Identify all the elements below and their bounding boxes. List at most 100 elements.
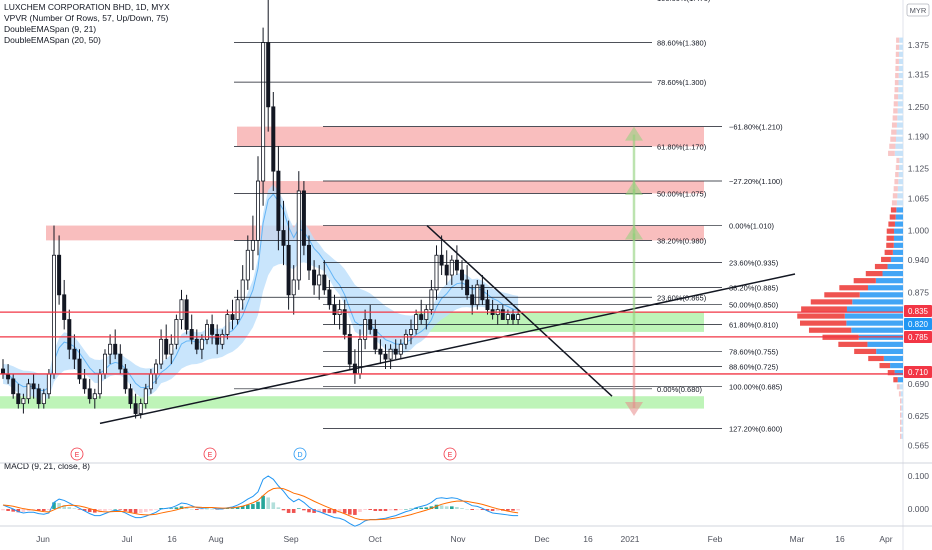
candle[interactable]: [347, 324, 352, 370]
price-badge[interactable]: 0.710: [904, 366, 932, 378]
candle[interactable]: [388, 344, 393, 370]
candle[interactable]: [204, 319, 209, 345]
candle[interactable]: [194, 329, 199, 355]
demand-zone-2[interactable]: [0, 396, 704, 409]
candle[interactable]: [261, 27, 266, 206]
candle[interactable]: [337, 299, 342, 330]
candle[interactable]: [449, 255, 454, 285]
candle[interactable]: [301, 181, 306, 256]
candle[interactable]: [133, 393, 138, 419]
candle[interactable]: [424, 304, 429, 330]
ascending-trendline[interactable]: [99, 273, 796, 425]
candle[interactable]: [16, 383, 21, 409]
candle[interactable]: [215, 324, 220, 355]
indicator-ema-span-2[interactable]: DoubleEMASpan (20, 50): [4, 35, 101, 45]
candle[interactable]: [123, 364, 128, 394]
candle[interactable]: [164, 324, 169, 360]
candle[interactable]: [296, 171, 301, 290]
price-axis[interactable]: [903, 0, 932, 550]
candle[interactable]: [113, 329, 118, 360]
event-marker-e[interactable]: E: [70, 447, 84, 461]
candle[interactable]: [398, 339, 403, 360]
candle[interactable]: [363, 309, 368, 350]
supply-zone-2[interactable]: [237, 126, 704, 147]
candle[interactable]: [189, 314, 194, 345]
candle[interactable]: [459, 260, 464, 290]
candle[interactable]: [327, 279, 332, 310]
candle[interactable]: [52, 225, 57, 379]
candle[interactable]: [281, 200, 286, 266]
price-badge[interactable]: 0.820: [904, 318, 932, 330]
candle[interactable]: [199, 334, 204, 360]
candle[interactable]: [220, 329, 225, 350]
candle[interactable]: [174, 314, 179, 350]
candle[interactable]: [143, 383, 148, 409]
vpvr-down-bar: [896, 157, 900, 164]
macd-label[interactable]: MACD (9, 21, close, 8): [4, 461, 90, 471]
candle[interactable]: [210, 314, 215, 345]
candle[interactable]: [454, 245, 459, 276]
candle[interactable]: [26, 378, 31, 404]
candle[interactable]: [276, 146, 281, 251]
candle[interactable]: [179, 289, 184, 330]
candle[interactable]: [439, 235, 444, 276]
candle[interactable]: [306, 235, 311, 280]
candle-body: [266, 42, 271, 108]
candle[interactable]: [414, 309, 419, 335]
candle[interactable]: [77, 349, 82, 384]
candle[interactable]: [62, 279, 67, 330]
demand-zone-1[interactable]: [416, 312, 704, 332]
candle[interactable]: [465, 265, 470, 300]
candle[interactable]: [480, 275, 485, 305]
event-marker-e[interactable]: E: [203, 447, 217, 461]
candle[interactable]: [72, 334, 77, 370]
candle[interactable]: [92, 388, 97, 409]
candle[interactable]: [240, 265, 245, 310]
indicator-ema-span-1[interactable]: DoubleEMASpan (9, 21): [4, 24, 97, 34]
candle[interactable]: [230, 299, 235, 330]
candle[interactable]: [31, 373, 36, 399]
candle[interactable]: [11, 373, 16, 399]
candle[interactable]: [169, 334, 174, 365]
candle[interactable]: [82, 369, 87, 394]
candle[interactable]: [332, 294, 337, 325]
candle[interactable]: [67, 309, 72, 360]
candle[interactable]: [108, 334, 113, 365]
candle[interactable]: [87, 378, 92, 404]
candle[interactable]: [383, 344, 388, 370]
candle[interactable]: [21, 393, 26, 414]
supply-zone-3[interactable]: [258, 181, 704, 194]
event-marker-e[interactable]: E: [443, 447, 457, 461]
candle[interactable]: [36, 383, 41, 409]
time-tick-label: Aug: [208, 534, 223, 544]
candle[interactable]: [266, 0, 271, 132]
candle[interactable]: [317, 265, 322, 300]
candle[interactable]: [159, 329, 164, 370]
descending-trendline[interactable]: [426, 225, 613, 397]
candle[interactable]: [57, 235, 62, 305]
candle[interactable]: [322, 260, 327, 295]
candle[interactable]: [408, 319, 413, 345]
price-badge[interactable]: 0.785: [904, 331, 932, 343]
candle[interactable]: [342, 299, 347, 340]
candle[interactable]: [312, 260, 317, 295]
candle[interactable]: [434, 245, 439, 300]
candle[interactable]: [128, 383, 133, 409]
price-badge[interactable]: 0.835: [904, 305, 932, 317]
candle[interactable]: [225, 309, 230, 340]
event-marker-d[interactable]: D: [293, 447, 307, 461]
supply-zone-1[interactable]: [46, 225, 704, 241]
candle[interactable]: [286, 220, 291, 310]
candle[interactable]: [184, 294, 189, 335]
candle[interactable]: [118, 344, 123, 374]
candle[interactable]: [41, 388, 46, 409]
candle[interactable]: [444, 250, 449, 285]
candle[interactable]: [235, 289, 240, 325]
indicator-vpvr[interactable]: VPVR (Number Of Rows, 57, Up/Down, 75): [4, 13, 169, 23]
candle[interactable]: [245, 235, 250, 290]
candle[interactable]: [291, 265, 296, 315]
candle[interactable]: [271, 91, 276, 191]
candle[interactable]: [403, 329, 408, 350]
candle[interactable]: [250, 215, 255, 271]
